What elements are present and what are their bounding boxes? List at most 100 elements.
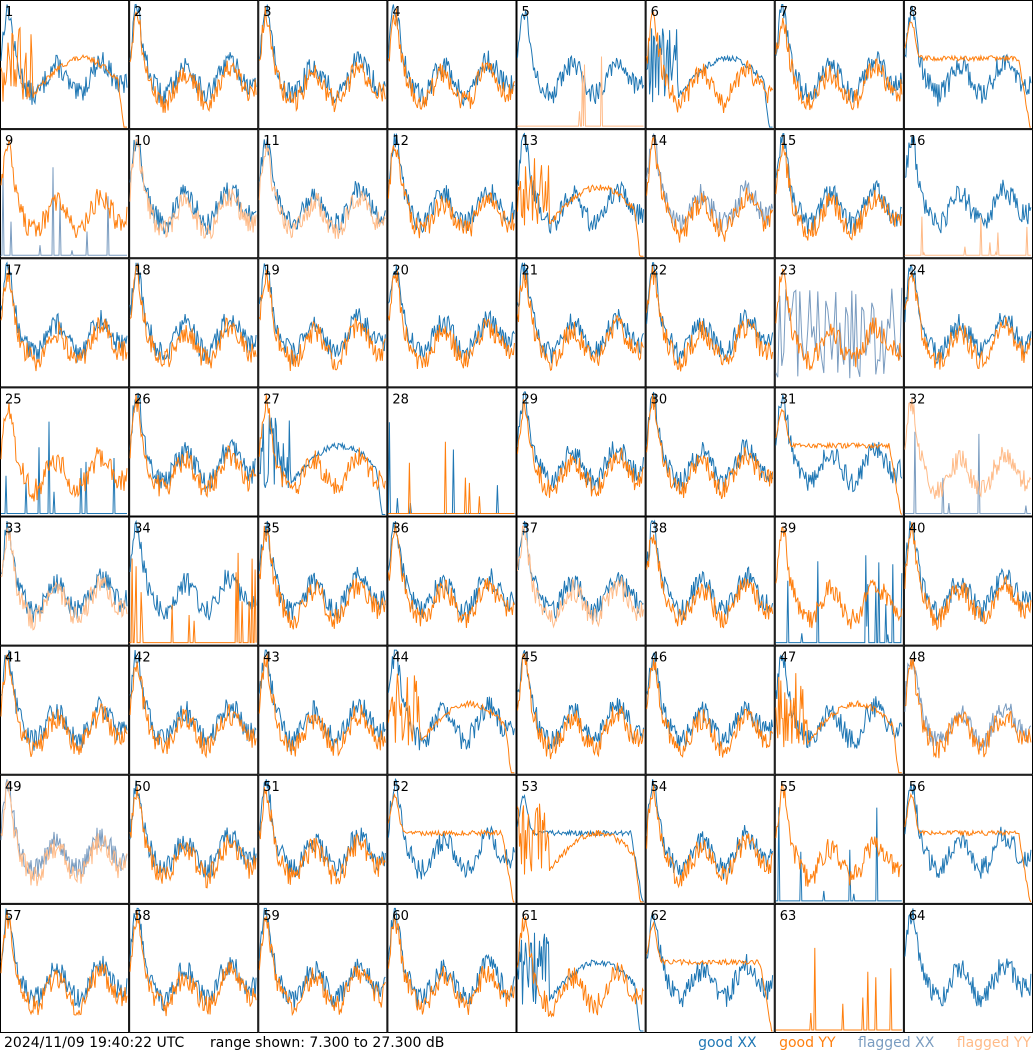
panel-63: 63 xyxy=(774,903,904,1033)
panel-frame xyxy=(516,0,646,130)
panel-29: 29 xyxy=(516,387,646,517)
series-47-yy xyxy=(775,673,902,774)
panel-label: 8 xyxy=(909,5,917,20)
panel-frame xyxy=(774,774,904,904)
panel-label: 31 xyxy=(780,392,797,407)
panel-label: 62 xyxy=(651,909,668,924)
panel-frame xyxy=(258,129,388,259)
panel-7: 7 xyxy=(774,0,904,130)
panel-frame xyxy=(258,258,388,388)
series-58-yy xyxy=(129,911,257,1017)
panel-label: 26 xyxy=(134,392,151,407)
series-56-xx xyxy=(904,783,1032,879)
series-7-yy xyxy=(775,17,903,111)
panel-label: 15 xyxy=(780,134,797,149)
panel-label: 54 xyxy=(651,780,668,795)
panel-label: 50 xyxy=(134,780,151,795)
series-28-yy xyxy=(388,441,515,514)
panel-48: 48 xyxy=(903,645,1033,775)
panel-frame xyxy=(774,645,904,775)
panel-label: 32 xyxy=(909,392,926,407)
panel-13: 13 xyxy=(516,129,646,259)
panel-4: 4 xyxy=(387,0,517,130)
panel-24: 24 xyxy=(903,258,1033,388)
series-24-yy xyxy=(904,272,1032,370)
panel-14: 14 xyxy=(645,129,775,259)
panel-frame xyxy=(645,258,775,388)
series-3-yy xyxy=(258,6,386,113)
panel-label: 29 xyxy=(522,392,539,407)
series-43-yy xyxy=(258,654,386,757)
panel-frame xyxy=(645,645,775,775)
panel-frame xyxy=(258,645,388,775)
series-13-yy xyxy=(517,158,644,257)
panel-52: 52 xyxy=(387,774,517,904)
panel-frame xyxy=(645,903,775,1033)
series-61-yy xyxy=(517,916,644,1018)
panel-frame xyxy=(516,774,646,904)
panel-label: 55 xyxy=(780,780,797,795)
series-7-xx xyxy=(775,4,903,103)
series-55-xx xyxy=(775,807,902,902)
series-4-yy xyxy=(387,8,515,110)
panel-frame xyxy=(258,516,388,646)
panel-16: 16 xyxy=(903,129,1033,259)
series-62-yy xyxy=(646,920,773,1032)
series-38-yy xyxy=(646,534,774,629)
series-52-xx xyxy=(387,777,515,880)
series-34-xx xyxy=(129,519,257,621)
series-63-yy xyxy=(775,947,902,1031)
panel-label: 48 xyxy=(909,651,926,666)
panel-label: 21 xyxy=(522,263,539,278)
series-19-xx xyxy=(258,263,386,365)
panel-28: 28 xyxy=(387,387,517,517)
series-21-yy xyxy=(517,271,644,371)
panel-35: 35 xyxy=(258,516,388,646)
panel-frame xyxy=(387,645,517,775)
panel-20: 20 xyxy=(387,258,517,388)
series-48-yy xyxy=(904,658,1032,759)
panel-3: 3 xyxy=(258,0,388,130)
series-32-yy xyxy=(904,397,1032,500)
panel-frame xyxy=(645,129,775,259)
panel-frame xyxy=(645,0,775,130)
panel-frame xyxy=(0,774,130,904)
panel-label: 33 xyxy=(5,522,22,537)
series-11-yy xyxy=(258,144,386,239)
panel-label: 7 xyxy=(780,5,788,20)
series-6-xx xyxy=(646,28,773,128)
panel-43: 43 xyxy=(258,645,388,775)
panel-47: 47 xyxy=(774,645,904,775)
series-57-xx xyxy=(0,908,128,1008)
series-20-xx xyxy=(387,265,515,359)
series-12-yy xyxy=(387,145,515,239)
series-46-xx xyxy=(646,652,774,750)
series-48-xx xyxy=(904,658,1032,752)
series-27-yy xyxy=(258,394,386,495)
panel-18: 18 xyxy=(129,258,259,388)
panel-label: 12 xyxy=(392,134,409,149)
panel-49: 49 xyxy=(0,774,130,904)
series-25-yy xyxy=(0,402,128,502)
panel-frame xyxy=(387,258,517,388)
series-23-xx xyxy=(775,287,903,379)
panel-label: 41 xyxy=(5,651,22,666)
panel-46: 46 xyxy=(645,645,775,775)
panel-label: 16 xyxy=(909,134,926,149)
panel-10: 10 xyxy=(129,129,259,259)
panel-12: 12 xyxy=(387,129,517,259)
panel-label: 45 xyxy=(522,651,539,666)
series-60-yy xyxy=(387,914,515,1015)
panel-55: 55 xyxy=(774,774,904,904)
panel-frame xyxy=(645,516,775,646)
panel-frame xyxy=(129,0,259,130)
panel-19: 19 xyxy=(258,258,388,388)
series-2-xx xyxy=(129,3,257,105)
series-28-xx xyxy=(387,422,515,514)
panel-6: 6 xyxy=(645,0,775,130)
series-54-yy xyxy=(646,784,774,889)
series-14-yy xyxy=(646,136,774,243)
panel-39: 39 xyxy=(774,516,904,646)
panel-label: 56 xyxy=(909,780,926,795)
series-35-xx xyxy=(258,520,386,620)
